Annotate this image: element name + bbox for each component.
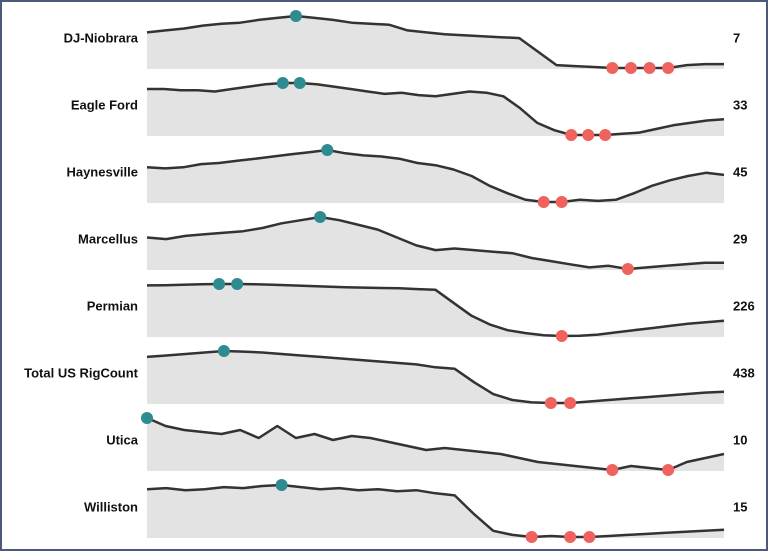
- max-dot: [231, 278, 244, 290]
- min-dot: [555, 330, 568, 342]
- max-dot: [213, 278, 226, 290]
- max-dot: [276, 77, 289, 89]
- min-dot: [599, 129, 612, 141]
- last-value: 438: [733, 365, 755, 380]
- area: [147, 150, 724, 203]
- line: [146, 282, 725, 338]
- min-dot: [564, 397, 577, 409]
- min-dot: [624, 62, 637, 74]
- last-value: 226: [733, 298, 755, 313]
- last-value: 45: [733, 164, 747, 179]
- last-value: 15: [733, 499, 747, 514]
- series-label: Total US RigCount: [24, 365, 139, 380]
- last-value: 33: [733, 97, 747, 112]
- min-dot: [544, 397, 557, 409]
- min-dot: [662, 464, 675, 476]
- line: [146, 148, 725, 204]
- last-value: 7: [733, 30, 740, 45]
- area: [147, 351, 724, 404]
- max-dot: [321, 144, 334, 156]
- max-dot: [141, 412, 153, 424]
- area: [147, 16, 724, 69]
- min-dot: [565, 129, 578, 141]
- max-dot: [293, 77, 306, 89]
- area: [147, 284, 724, 337]
- min-dot: [606, 62, 619, 74]
- line: [146, 349, 725, 405]
- area: [147, 485, 724, 538]
- min-dot: [583, 531, 596, 543]
- line: [146, 416, 725, 472]
- line: [147, 81, 725, 137]
- series-label: Eagle Ford: [71, 97, 138, 112]
- max-dot: [275, 479, 288, 491]
- area: [147, 83, 724, 136]
- series-label: Williston: [84, 499, 138, 514]
- line: [146, 483, 725, 539]
- last-value: 10: [733, 432, 747, 447]
- series-label: Permian: [87, 298, 138, 313]
- min-dot: [662, 62, 675, 74]
- series-label: DJ-Niobrara: [64, 30, 139, 45]
- max-dot: [289, 10, 302, 22]
- area: [147, 418, 724, 471]
- max-dot: [314, 211, 327, 223]
- min-dot: [525, 531, 538, 543]
- min-dot: [643, 62, 656, 74]
- series-label: Utica: [106, 432, 139, 447]
- min-dot: [582, 129, 595, 141]
- area: [147, 217, 724, 270]
- min-dot: [564, 531, 577, 543]
- series-label: Haynesville: [66, 164, 138, 179]
- series-label: Marcellus: [78, 231, 138, 246]
- min-dot: [606, 464, 619, 476]
- min-dot: [555, 196, 568, 208]
- min-dot: [537, 196, 550, 208]
- last-value: 29: [733, 231, 747, 246]
- min-dot: [621, 263, 634, 275]
- max-dot: [217, 345, 230, 357]
